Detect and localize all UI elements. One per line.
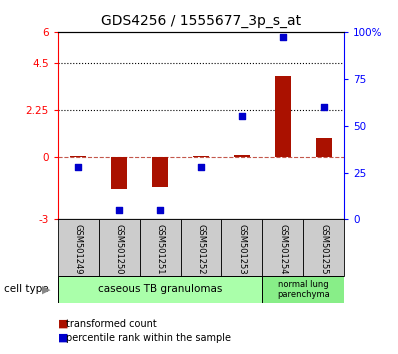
Bar bbox=[70, 156, 86, 157]
Point bbox=[239, 113, 245, 119]
Bar bbox=[193, 156, 209, 157]
Text: normal lung
parenchyma: normal lung parenchyma bbox=[277, 280, 330, 299]
Point bbox=[157, 207, 163, 213]
Text: percentile rank within the sample: percentile rank within the sample bbox=[66, 333, 231, 343]
Title: GDS4256 / 1555677_3p_s_at: GDS4256 / 1555677_3p_s_at bbox=[101, 14, 301, 28]
Point bbox=[198, 164, 204, 170]
Bar bbox=[181, 219, 221, 276]
Text: GSM501253: GSM501253 bbox=[238, 224, 246, 275]
Bar bbox=[262, 219, 303, 276]
Point bbox=[75, 164, 81, 170]
Text: GSM501254: GSM501254 bbox=[278, 224, 287, 274]
Bar bbox=[99, 219, 140, 276]
Point bbox=[280, 35, 286, 40]
Text: cell type: cell type bbox=[4, 284, 49, 294]
Bar bbox=[303, 219, 344, 276]
Text: GSM501255: GSM501255 bbox=[319, 224, 328, 274]
Bar bbox=[111, 157, 127, 189]
Text: ▶: ▶ bbox=[42, 284, 50, 294]
Bar bbox=[58, 219, 99, 276]
Bar bbox=[140, 219, 181, 276]
Text: ■: ■ bbox=[58, 333, 68, 343]
Point bbox=[321, 104, 327, 110]
Bar bbox=[152, 157, 168, 187]
Text: GSM501250: GSM501250 bbox=[115, 224, 124, 274]
Text: GSM501249: GSM501249 bbox=[74, 224, 83, 274]
Text: GSM501252: GSM501252 bbox=[197, 224, 205, 274]
Text: ■: ■ bbox=[58, 319, 68, 329]
Bar bbox=[316, 138, 332, 157]
Bar bbox=[58, 276, 262, 303]
Bar bbox=[262, 276, 344, 303]
Bar bbox=[234, 155, 250, 157]
Text: transformed count: transformed count bbox=[66, 319, 156, 329]
Bar bbox=[221, 219, 262, 276]
Text: caseous TB granulomas: caseous TB granulomas bbox=[98, 284, 222, 295]
Bar bbox=[275, 76, 291, 157]
Point bbox=[116, 207, 122, 213]
Text: GSM501251: GSM501251 bbox=[156, 224, 164, 274]
